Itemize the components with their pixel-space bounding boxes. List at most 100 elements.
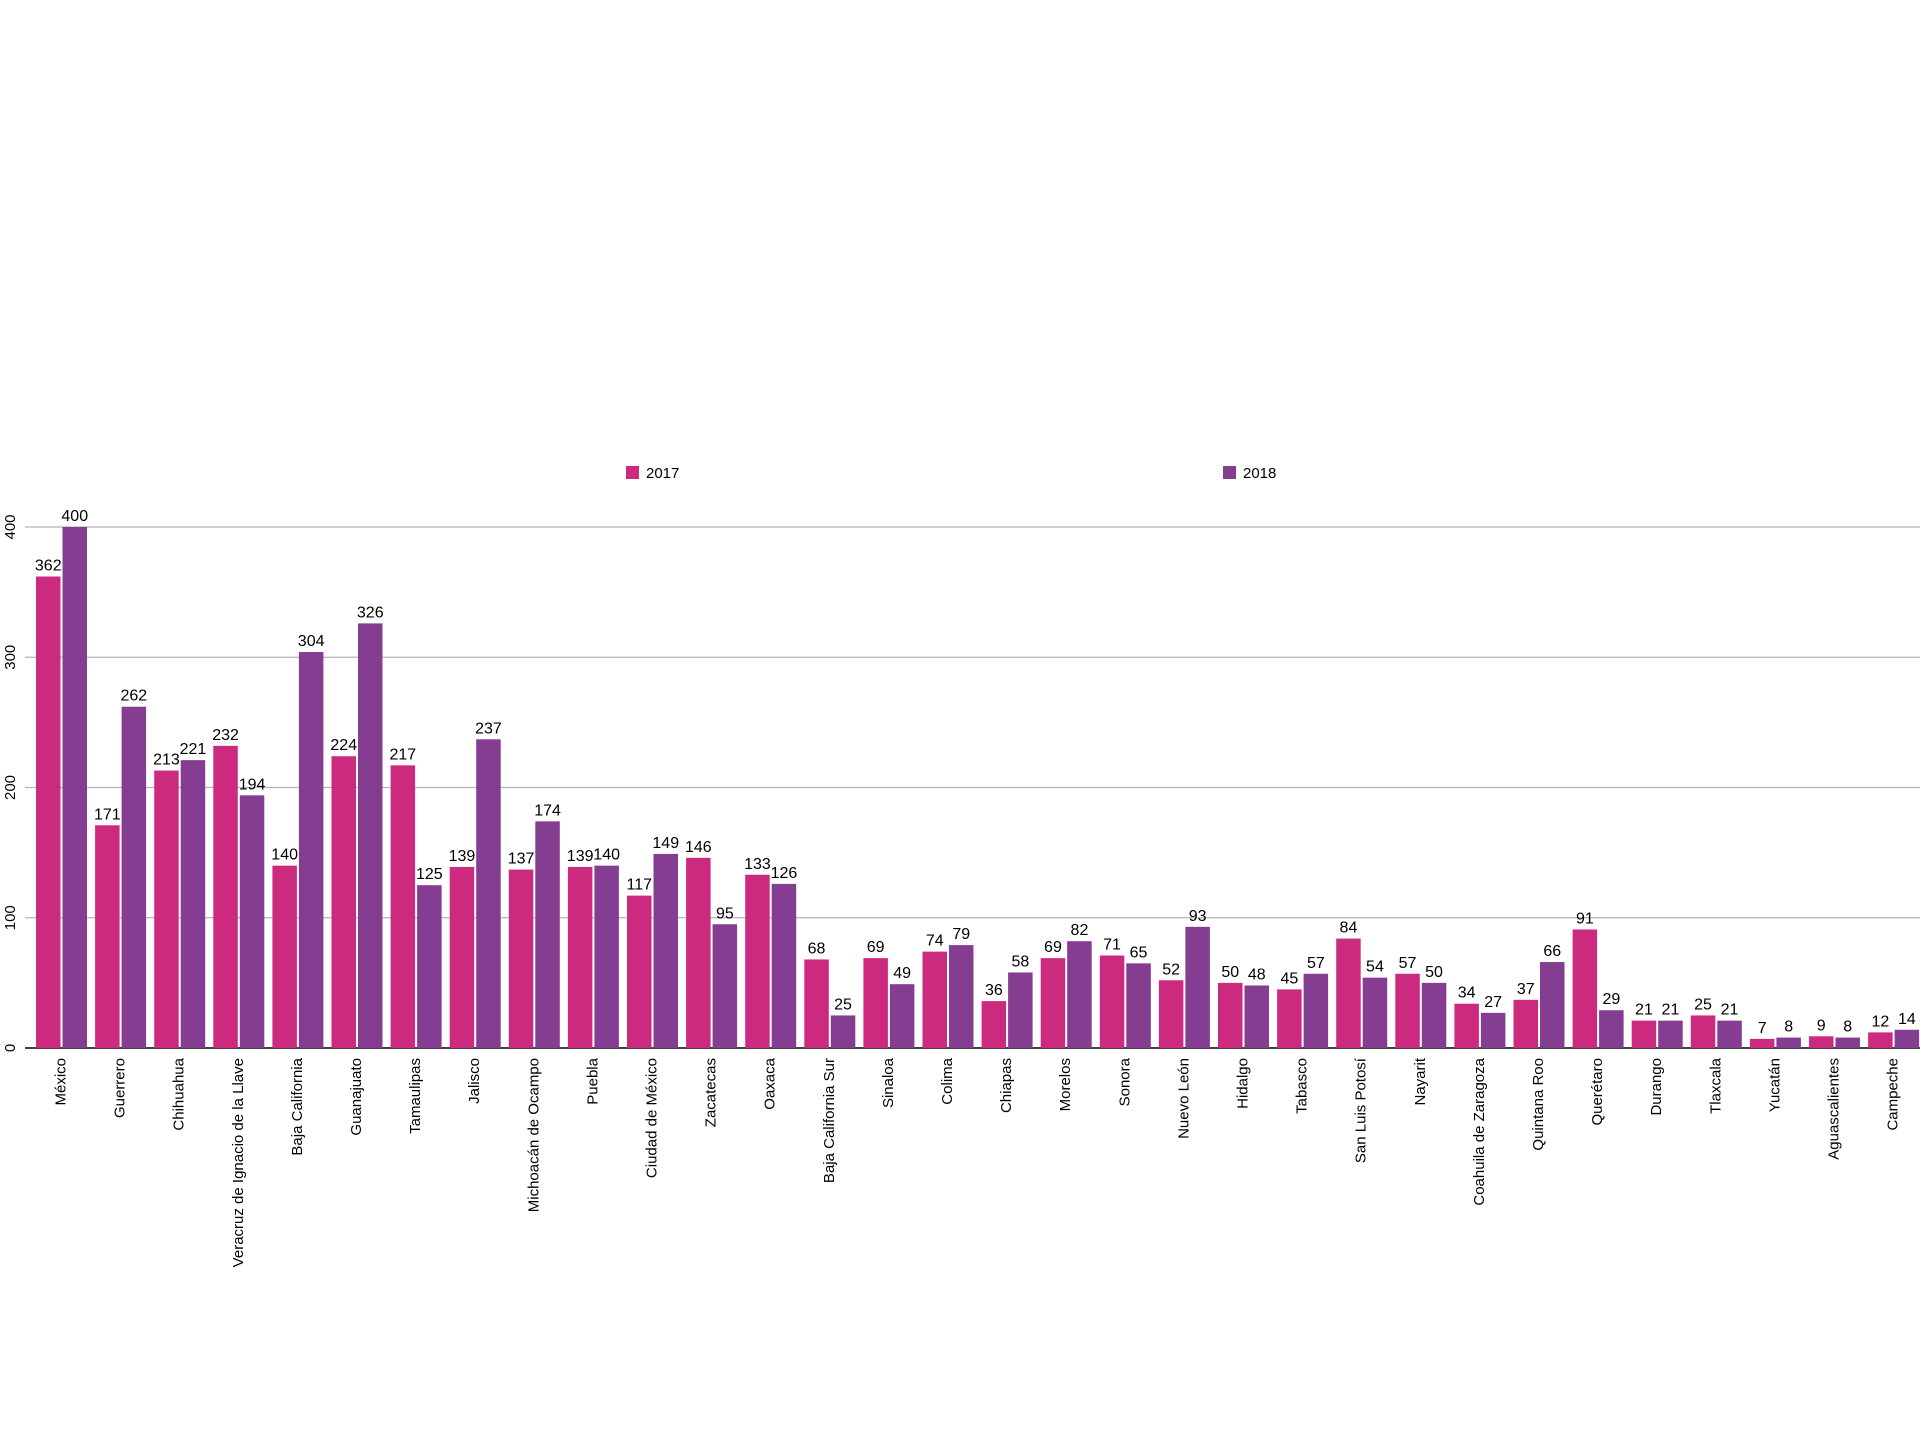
category-label: Tamaulipas (407, 1058, 424, 1134)
bar-2018 (121, 706, 147, 1048)
bar-2018 (653, 853, 678, 1048)
data-label-2017: 71 (1103, 937, 1121, 954)
category-label: Jalisco (466, 1058, 483, 1104)
bar-2017 (745, 874, 770, 1048)
data-label-2018: 49 (893, 965, 911, 982)
bar-2018 (712, 924, 738, 1048)
data-label-2017: 34 (1458, 985, 1476, 1002)
data-label-2018: 194 (239, 776, 266, 793)
category-label: Tlaxcala (1707, 1057, 1724, 1114)
category-label: San Luis Potosí (1353, 1057, 1370, 1163)
category-label: Durango (1648, 1058, 1665, 1116)
data-label-2018: 21 (1721, 1002, 1739, 1019)
data-label-2017: 140 (271, 847, 298, 864)
data-label-2018: 8 (1843, 1019, 1852, 1036)
bar-2018 (1126, 963, 1151, 1048)
category-label: Ciudad de México (644, 1058, 661, 1178)
category-label: Michoacán de Ocampo (525, 1058, 542, 1212)
bar-2018 (594, 865, 619, 1048)
data-label-2018: 66 (1543, 943, 1561, 960)
data-label-2017: 217 (389, 746, 416, 763)
category-label: Chiapas (998, 1058, 1015, 1113)
data-label-2018: 79 (952, 926, 970, 943)
data-label-2017: 91 (1576, 910, 1594, 927)
bar-2018 (1894, 1029, 1920, 1048)
bar-2018 (1599, 1010, 1624, 1048)
bar-2017 (686, 857, 711, 1048)
bar-2017 (1572, 929, 1598, 1048)
category-label: Yucatán (1766, 1058, 1783, 1112)
data-label-2017: 139 (449, 848, 476, 865)
data-label-2017: 68 (808, 940, 826, 957)
data-label-2018: 304 (298, 633, 325, 650)
data-label-2017: 21 (1635, 1002, 1653, 1019)
bar-2018 (1776, 1037, 1801, 1048)
category-label: Chihuahua (171, 1057, 188, 1130)
data-label-2018: 126 (771, 865, 798, 882)
bar-2017 (922, 951, 947, 1048)
legend: 2017 2018 (626, 465, 1276, 482)
bar-2018 (239, 795, 265, 1048)
data-label-2017: 232 (212, 727, 239, 744)
bar-2018 (1362, 977, 1388, 1048)
bar-2018 (1540, 962, 1565, 1048)
data-label-2018: 149 (652, 835, 679, 852)
bar-2017 (627, 895, 652, 1048)
bar-2017 (1809, 1036, 1834, 1048)
data-label-2017: 45 (1280, 970, 1298, 987)
bar-2017 (449, 866, 475, 1048)
data-label-2017: 57 (1399, 955, 1417, 972)
data-label-2018: 93 (1189, 908, 1207, 925)
y-tick-label: 100 (2, 905, 19, 930)
legend-label-2017: 2017 (646, 465, 679, 482)
bar-2017 (1690, 1015, 1716, 1048)
data-label-2017: 224 (330, 737, 357, 754)
data-label-2018: 27 (1484, 994, 1502, 1011)
data-label-2018: 21 (1662, 1002, 1680, 1019)
bar-2017 (1277, 989, 1302, 1048)
category-label: Nayarit (1412, 1057, 1429, 1105)
category-label: Oaxaca (762, 1057, 779, 1109)
category-label: Veracruz de Ignacio de la Llave (230, 1058, 247, 1267)
data-label-2017: 50 (1221, 964, 1239, 981)
bar-2017 (1513, 999, 1538, 1048)
data-label-2017: 7 (1758, 1020, 1767, 1037)
category-label: Sinaloa (880, 1057, 897, 1108)
data-label-2017: 213 (153, 752, 180, 769)
bar-2017 (1395, 973, 1420, 1048)
data-label-2017: 133 (744, 856, 771, 873)
bar-2018 (1717, 1020, 1742, 1048)
category-label: Zacatecas (703, 1058, 720, 1127)
data-label-2018: 57 (1307, 955, 1325, 972)
data-label-2017: 69 (1044, 939, 1062, 956)
data-label-2018: 140 (593, 847, 620, 864)
bar-2017 (331, 756, 356, 1048)
bar-2018 (771, 883, 797, 1048)
category-label: Campeche (1885, 1058, 1902, 1131)
category-label: México (53, 1058, 70, 1106)
bar-2017 (567, 866, 593, 1048)
bar-2018 (180, 760, 206, 1048)
bar-2017 (981, 1001, 1007, 1048)
x-axis: México Guerrero Chihuahua Veracruz de Ignac… (53, 1057, 1902, 1267)
bar-2017 (1099, 955, 1125, 1048)
data-labels: 3624001712622132212321941403042243262171… (35, 508, 1916, 1037)
category-label: Baja California Sur (821, 1058, 838, 1183)
bar-2017 (1631, 1020, 1657, 1048)
data-label-2018: 95 (716, 905, 734, 922)
data-label-2017: 12 (1871, 1013, 1889, 1030)
category-label: Coahuila de Zaragoza (1471, 1057, 1488, 1205)
data-label-2017: 84 (1340, 920, 1358, 937)
legend-swatch-2018 (1223, 466, 1236, 479)
data-label-2017: 362 (35, 557, 62, 574)
data-label-2017: 69 (867, 939, 885, 956)
bar-2017 (213, 745, 238, 1048)
bar-2018 (889, 984, 915, 1048)
bar-2017 (1868, 1032, 1893, 1048)
data-label-2018: 174 (534, 802, 561, 819)
bar-2017 (1454, 1003, 1479, 1048)
category-label: Aguascalientes (1826, 1058, 1843, 1160)
bar-2017 (272, 865, 297, 1048)
category-label: Sonora (1116, 1057, 1133, 1106)
